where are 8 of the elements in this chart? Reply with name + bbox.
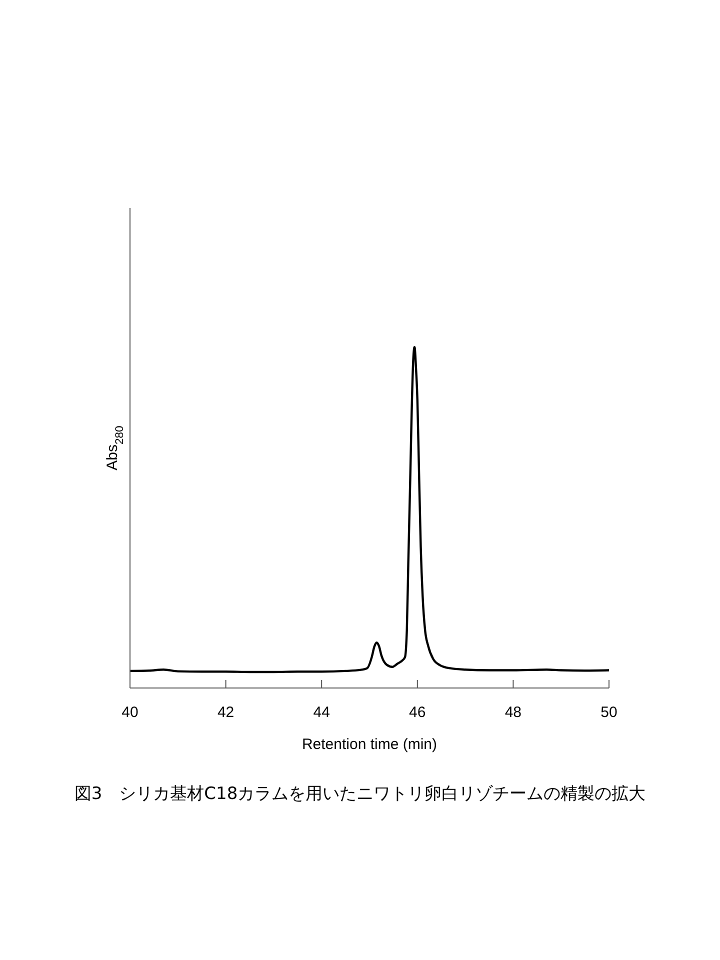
x-tick-label: 46 — [409, 704, 426, 721]
x-tick-label: 48 — [504, 704, 522, 721]
x-tick-label: 42 — [217, 704, 234, 721]
x-tick-label: 40 — [122, 704, 138, 721]
x-tick-label: 44 — [313, 704, 330, 721]
caption: 図3 シリカ基材C18カラムを用いたニワトリ卵白リゾチームの精製の拡大 — [73, 783, 647, 805]
x-axis-title: Retention time (min) — [302, 736, 438, 753]
x-tick-label: 50 — [600, 704, 618, 721]
